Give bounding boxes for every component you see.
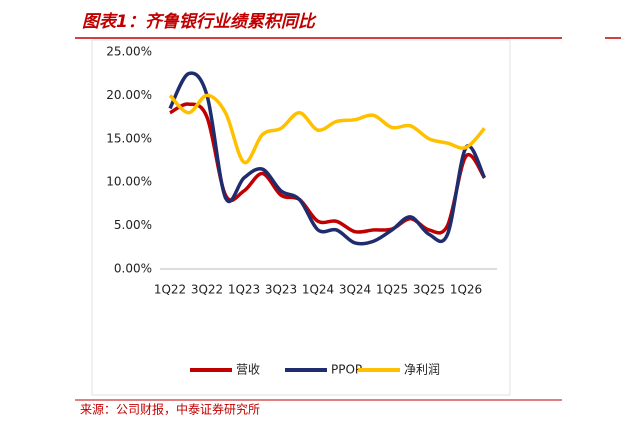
x-tick-label: 1Q22 (154, 283, 186, 297)
series-line (168, 93, 486, 165)
legend-label: 营收 (236, 363, 260, 377)
y-tick-label: 10.00% (106, 175, 152, 189)
x-tick-label: 3Q25 (413, 283, 445, 297)
legend-label: 净利润 (404, 363, 440, 377)
x-tick-label: 3Q24 (339, 283, 371, 297)
x-tick-label: 1Q26 (450, 283, 482, 297)
x-tick-label: 1Q23 (228, 283, 260, 297)
y-tick-label: 25.00% (106, 45, 152, 59)
plot-frame (91, 39, 511, 396)
x-tick-label: 1Q25 (376, 283, 408, 297)
y-tick-label: 0.00% (114, 262, 152, 276)
x-tick-label: 3Q22 (191, 283, 223, 297)
y-tick-label: 15.00% (106, 131, 152, 145)
series-line (169, 102, 486, 235)
series-line (168, 71, 487, 246)
y-tick-label: 20.00% (106, 88, 152, 102)
legend-label: PPOP (331, 363, 362, 377)
x-tick-label: 3Q23 (265, 283, 297, 297)
source: 来源：公司财报，中泰证券研究所 (80, 402, 260, 417)
chart-title: 图表1：齐鲁银行业绩累积同比 (82, 12, 317, 32)
y-tick-label: 5.00% (114, 218, 152, 232)
x-tick-label: 1Q24 (302, 283, 334, 297)
